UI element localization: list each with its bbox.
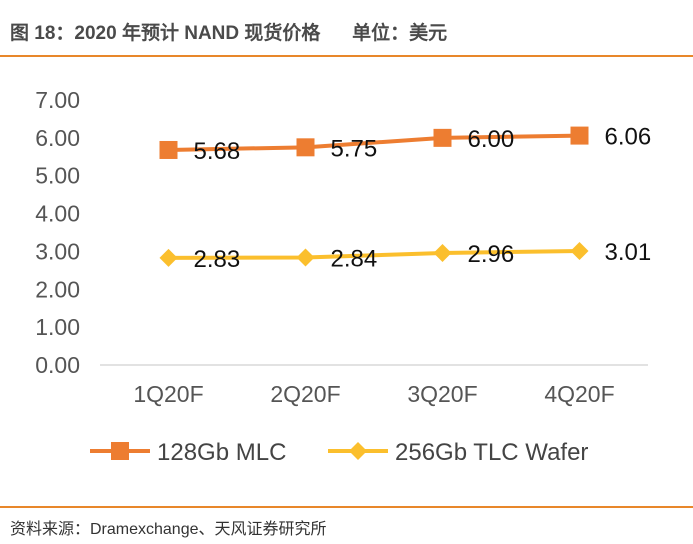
- legend: 128Gb MLC 256Gb TLC Wafer: [90, 439, 588, 466]
- y-tick-label: 3.00: [35, 238, 80, 264]
- legend-label: 128Gb MLC: [157, 439, 286, 466]
- x-tick-label: 1Q20F: [133, 381, 203, 407]
- legend-diamond-marker: [349, 442, 367, 460]
- x-tick-label: 2Q20F: [270, 381, 340, 407]
- series-line: [168, 249, 580, 260]
- data-label: 3.01: [605, 239, 652, 266]
- y-tick-label: 4.00: [35, 201, 80, 227]
- y-tick-label: 1.00: [35, 314, 80, 340]
- data-label: 2.96: [468, 241, 515, 268]
- data-label: 5.68: [194, 138, 241, 165]
- top-divider: [0, 55, 693, 57]
- data-label: 6.00: [468, 126, 515, 153]
- legend-item: 128Gb MLC: [90, 439, 286, 466]
- legend-square-marker: [111, 442, 129, 460]
- bottom-divider: [0, 506, 693, 508]
- series-mlc: 5.68 5.75 6.00 6.06: [159, 124, 652, 165]
- y-tick-label: 0.00: [35, 352, 80, 378]
- data-point: [159, 140, 178, 159]
- x-tick-label: 4Q20F: [544, 381, 614, 407]
- y-tick-label: 2.00: [35, 276, 80, 302]
- data-label: 5.75: [331, 135, 378, 162]
- data-point: [159, 248, 178, 267]
- line-chart: 0.00 1.00 2.00 3.00 4.00 5.00 6.00 7.00 1Q20F 2Q2…: [35, 87, 652, 466]
- y-tick-label: 6.00: [35, 125, 80, 151]
- y-tick-label: 7.00: [35, 87, 80, 113]
- x-tick-label: 3Q20F: [407, 381, 477, 407]
- data-point: [296, 138, 315, 157]
- data-point: [570, 242, 589, 261]
- data-label: 2.83: [194, 246, 241, 273]
- y-tick-label: 5.00: [35, 163, 80, 189]
- data-point: [570, 126, 589, 145]
- axis-layer: 0.00 1.00 2.00 3.00 4.00 5.00 6.00 7.00 1Q20F 2Q2…: [35, 87, 648, 407]
- data-point: [296, 248, 315, 267]
- data-label: 6.06: [605, 124, 652, 151]
- series-tlc: 2.83 2.84 2.96 3.01: [159, 239, 652, 273]
- data-point: [433, 243, 452, 262]
- data-label: 2.84: [331, 245, 378, 272]
- figure-header: 图 18：2020 年预计 NAND 现货价格 单位：美元: [0, 0, 693, 58]
- legend-label: 256Gb TLC Wafer: [395, 439, 588, 466]
- series-layer: 5.68 5.75 6.00 6.06 2.83 2.84 2.96 3.01: [159, 124, 652, 273]
- data-point: [433, 128, 452, 147]
- figure-title: 图 18：2020 年预计 NAND 现货价格 单位：美元: [10, 23, 448, 44]
- series-line: [168, 133, 580, 152]
- legend-item: 256Gb TLC Wafer: [328, 439, 588, 466]
- source-note: 资料来源：Dramexchange、天风证券研究所: [10, 521, 327, 538]
